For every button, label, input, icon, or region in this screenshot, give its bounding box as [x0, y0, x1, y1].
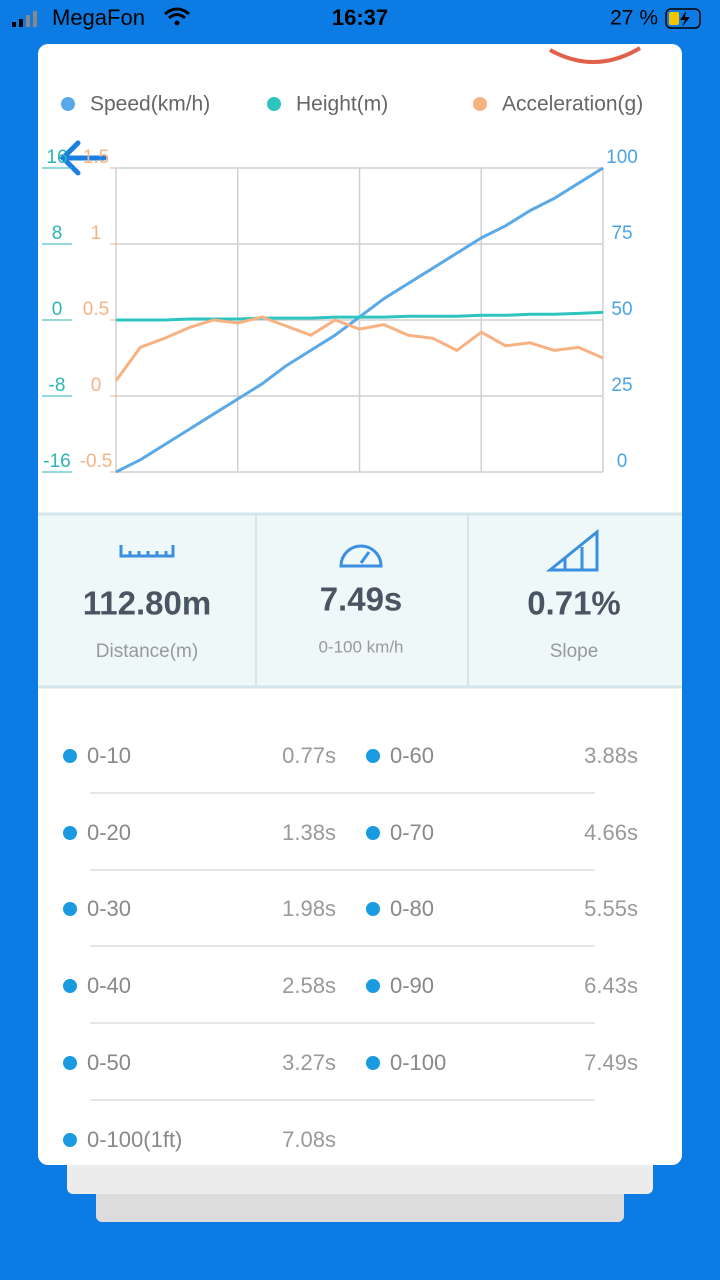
split-range: 0-40 — [87, 973, 131, 998]
split-dot — [63, 749, 77, 763]
split-range: 0-30 — [87, 896, 131, 921]
y2-tick-label: 75 — [611, 223, 632, 244]
split-time: 7.08s — [282, 1127, 336, 1152]
split-dot — [63, 826, 77, 840]
split-range: 0-70 — [390, 820, 434, 845]
split-time: 6.43s — [584, 973, 638, 998]
split-time: 4.66s — [584, 820, 638, 845]
stat-value: 0.71% — [527, 585, 621, 622]
legend-label: Height(m) — [296, 93, 388, 116]
battery-icon — [680, 11, 690, 27]
legend-label: Speed(km/h) — [90, 93, 210, 116]
slope-icon — [545, 528, 599, 572]
series-line — [114, 315, 604, 382]
y2-tick-label: 100 — [606, 147, 638, 168]
split-range: 0-50 — [87, 1050, 131, 1075]
split-dot — [63, 979, 77, 993]
split-time: 1.38s — [282, 820, 336, 845]
stat-label: 0-100 km/h — [318, 637, 403, 656]
y-tick-label: 16 — [46, 147, 67, 168]
split-range: 0-100(1ft) — [87, 1127, 182, 1152]
battery-icon — [669, 12, 679, 25]
y3-tick-label: 0 — [91, 375, 102, 396]
y3-tick-label: 1.5 — [83, 147, 109, 168]
split-dot — [366, 979, 380, 993]
legend-dot — [473, 97, 487, 111]
clock: 16:37 — [332, 5, 388, 30]
split-dot — [63, 1056, 77, 1070]
legend-dot — [61, 97, 75, 111]
split-time: 2.58s — [282, 973, 336, 998]
split-time: 7.49s — [584, 1050, 638, 1075]
split-time: 1.98s — [282, 896, 336, 921]
timer-icon — [359, 551, 371, 564]
y-tick-label: -8 — [49, 375, 66, 396]
y-tick-label: 0 — [52, 299, 63, 320]
split-dot — [63, 1133, 77, 1147]
y3-tick-label: 0.5 — [83, 299, 109, 320]
split-dot — [366, 902, 380, 916]
wifi-icon — [174, 20, 180, 26]
logo — [549, 46, 642, 64]
series-line — [116, 310, 604, 322]
legend-label: Acceleration(g) — [502, 93, 643, 116]
y2-tick-label: 25 — [611, 375, 632, 396]
stat-value: 7.49s — [320, 581, 403, 618]
split-range: 0-10 — [87, 743, 131, 768]
wifi-icon — [164, 7, 190, 20]
y2-tick-label: 0 — [617, 451, 628, 472]
distance-icon — [119, 545, 175, 558]
split-dot — [366, 749, 380, 763]
split-range: 0-90 — [390, 973, 434, 998]
battery-icon — [665, 8, 701, 29]
stat-value: 112.80m — [83, 585, 211, 622]
split-range: 0-20 — [87, 820, 131, 845]
timer-icon — [339, 544, 383, 568]
stats-panel — [38, 514, 682, 688]
split-dot — [366, 826, 380, 840]
stat-label: Slope — [550, 641, 599, 662]
battery-percent: 27 % — [610, 7, 658, 30]
split-time: 5.55s — [584, 896, 638, 921]
y-tick-label: 8 — [52, 223, 63, 244]
y2-tick-label: 50 — [611, 299, 632, 320]
stat-label: Distance(m) — [96, 641, 198, 662]
split-dot — [63, 902, 77, 916]
signal — [12, 11, 37, 27]
split-range: 0-60 — [390, 743, 434, 768]
back-button[interactable] — [59, 140, 107, 176]
split-dot — [366, 1056, 380, 1070]
y3-tick-label: 1 — [91, 223, 102, 244]
split-range: 0-80 — [390, 896, 434, 921]
split-range: 0-100 — [390, 1050, 446, 1075]
legend-dot — [267, 97, 281, 111]
y-tick-label: -16 — [43, 451, 70, 472]
split-time: 3.27s — [282, 1050, 336, 1075]
carrier: MegaFon — [52, 5, 145, 30]
y3-tick-label: -0.5 — [80, 451, 113, 472]
split-time: 0.77s — [282, 743, 336, 768]
split-time: 3.88s — [584, 743, 638, 768]
